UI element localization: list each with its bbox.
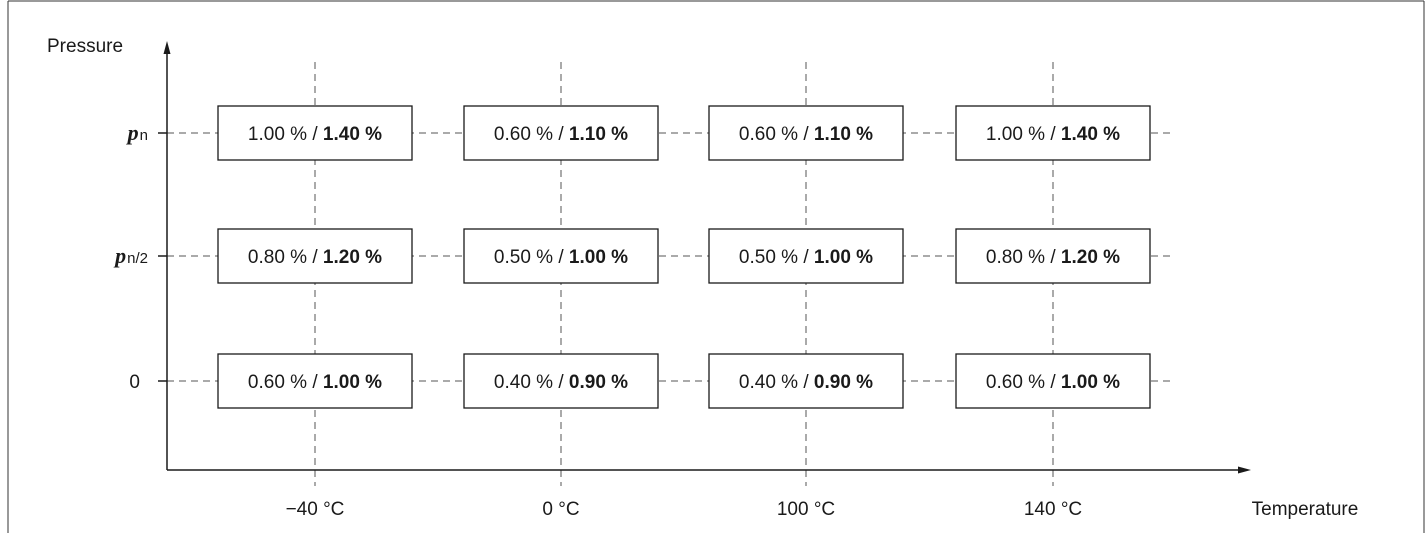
value-cell-text: 0.60 % / 1.10 % — [494, 124, 628, 145]
value-bold: 0.90 % — [814, 372, 873, 393]
value-cell-text: 0.60 % / 1.10 % — [739, 124, 873, 145]
value-cell-box — [217, 105, 413, 161]
value-cell: 0.80 % / 1.20 % — [217, 228, 413, 284]
value-bold: 1.20 % — [323, 247, 382, 268]
value-normal: 0.50 % / — [739, 247, 814, 268]
value-normal: 0.80 % / — [986, 247, 1061, 268]
value-cell: 0.60 % / 1.10 % — [708, 105, 904, 161]
value-cell: 0.60 % / 1.00 % — [217, 353, 413, 409]
row-label-2: 0 — [129, 372, 140, 393]
value-bold: 0.90 % — [569, 372, 628, 393]
value-bold: 1.00 % — [569, 247, 628, 268]
value-cell-text: 1.00 % / 1.40 % — [986, 124, 1120, 145]
value-bold: 1.00 % — [814, 247, 873, 268]
value-cell-box — [955, 228, 1151, 284]
value-bold: 1.20 % — [1061, 247, 1120, 268]
value-normal: 0.60 % / — [248, 372, 323, 393]
value-cell: 1.00 % / 1.40 % — [217, 105, 413, 161]
row-labels: pn pn/2 0 — [113, 120, 148, 393]
value-normal: 0.40 % / — [494, 372, 569, 393]
column-label-0: −40 °C — [286, 499, 345, 520]
value-cell-text: 0.50 % / 1.00 % — [494, 247, 628, 268]
row-label-0: pn — [126, 120, 148, 145]
value-bold: 1.10 % — [814, 124, 873, 145]
value-cell-text: 0.40 % / 0.90 % — [739, 372, 873, 393]
y-axis-arrow-icon — [163, 41, 171, 54]
row-label-1: pn/2 — [113, 243, 148, 268]
value-cell-text: 0.80 % / 1.20 % — [248, 247, 382, 268]
x-axis-arrow-icon — [1238, 466, 1251, 474]
value-normal: 0.80 % / — [248, 247, 323, 268]
column-label-2: 100 °C — [777, 499, 835, 520]
value-cell: 0.60 % / 1.10 % — [463, 105, 659, 161]
value-cell-box — [708, 228, 904, 284]
value-cell-text: 1.00 % / 1.40 % — [248, 124, 382, 145]
value-cell-text: 0.50 % / 1.00 % — [739, 247, 873, 268]
value-cell-text: 0.60 % / 1.00 % — [248, 372, 382, 393]
value-normal: 1.00 % / — [986, 124, 1061, 145]
value-cell-text: 0.80 % / 1.20 % — [986, 247, 1120, 268]
x-axis-title: Temperature — [1252, 499, 1359, 520]
value-cell-text: 0.40 % / 0.90 % — [494, 372, 628, 393]
dashed-grid — [167, 62, 1172, 486]
value-normal: 0.60 % / — [739, 124, 814, 145]
value-cell-box — [463, 228, 659, 284]
column-label-3: 140 °C — [1024, 499, 1082, 520]
value-bold: 1.40 % — [1061, 124, 1120, 145]
value-bold: 1.00 % — [1061, 372, 1120, 393]
value-normal: 0.60 % / — [494, 124, 569, 145]
value-cell: 0.40 % / 0.90 % — [463, 353, 659, 409]
value-cell-box — [463, 353, 659, 409]
value-cell: 0.80 % / 1.20 % — [955, 228, 1151, 284]
value-cell-box — [217, 353, 413, 409]
value-cell-box — [217, 228, 413, 284]
value-normal: 0.50 % / — [494, 247, 569, 268]
value-cell-box — [463, 105, 659, 161]
value-cell-box — [708, 105, 904, 161]
value-cell: 0.50 % / 1.00 % — [463, 228, 659, 284]
y-axis-title: Pressure — [47, 36, 123, 57]
value-cells: 1.00 % / 1.40 % 0.60 % / 1.10 % 0.60 % / 1… — [217, 105, 1151, 409]
value-bold: 1.00 % — [323, 372, 382, 393]
column-label-1: 0 °C — [542, 499, 579, 520]
value-normal: 0.40 % / — [739, 372, 814, 393]
value-cell: 0.50 % / 1.00 % — [708, 228, 904, 284]
y-ticks — [158, 132, 167, 382]
value-cell: 0.40 % / 0.90 % — [708, 353, 904, 409]
value-cell: 1.00 % / 1.40 % — [955, 105, 1151, 161]
value-bold: 1.40 % — [323, 124, 382, 145]
value-bold: 1.10 % — [569, 124, 628, 145]
column-labels: −40 °C 0 °C 100 °C 140 °C — [286, 499, 1083, 520]
value-cell-box — [955, 105, 1151, 161]
value-normal: 0.60 % / — [986, 372, 1061, 393]
value-normal: 1.00 % / — [248, 124, 323, 145]
value-cell-box — [955, 353, 1151, 409]
value-cell: 0.60 % / 1.00 % — [955, 353, 1151, 409]
value-cell-box — [708, 353, 904, 409]
value-cell-text: 0.60 % / 1.00 % — [986, 372, 1120, 393]
